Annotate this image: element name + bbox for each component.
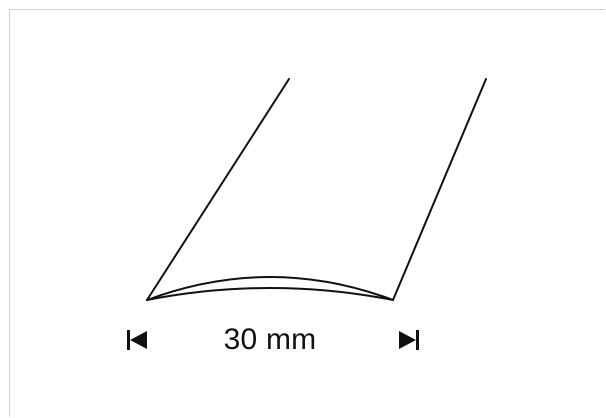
dimension-stop-right-icon [399,330,419,350]
profile-top-curve [146,276,394,301]
profile-bottom-curve [146,287,394,301]
dimension-stop-left-icon [127,330,147,350]
strip-right-edge [392,78,487,301]
diagram-frame [9,9,605,417]
dimension-label: 30 mm [223,323,317,356]
strip-left-edge [146,78,290,301]
